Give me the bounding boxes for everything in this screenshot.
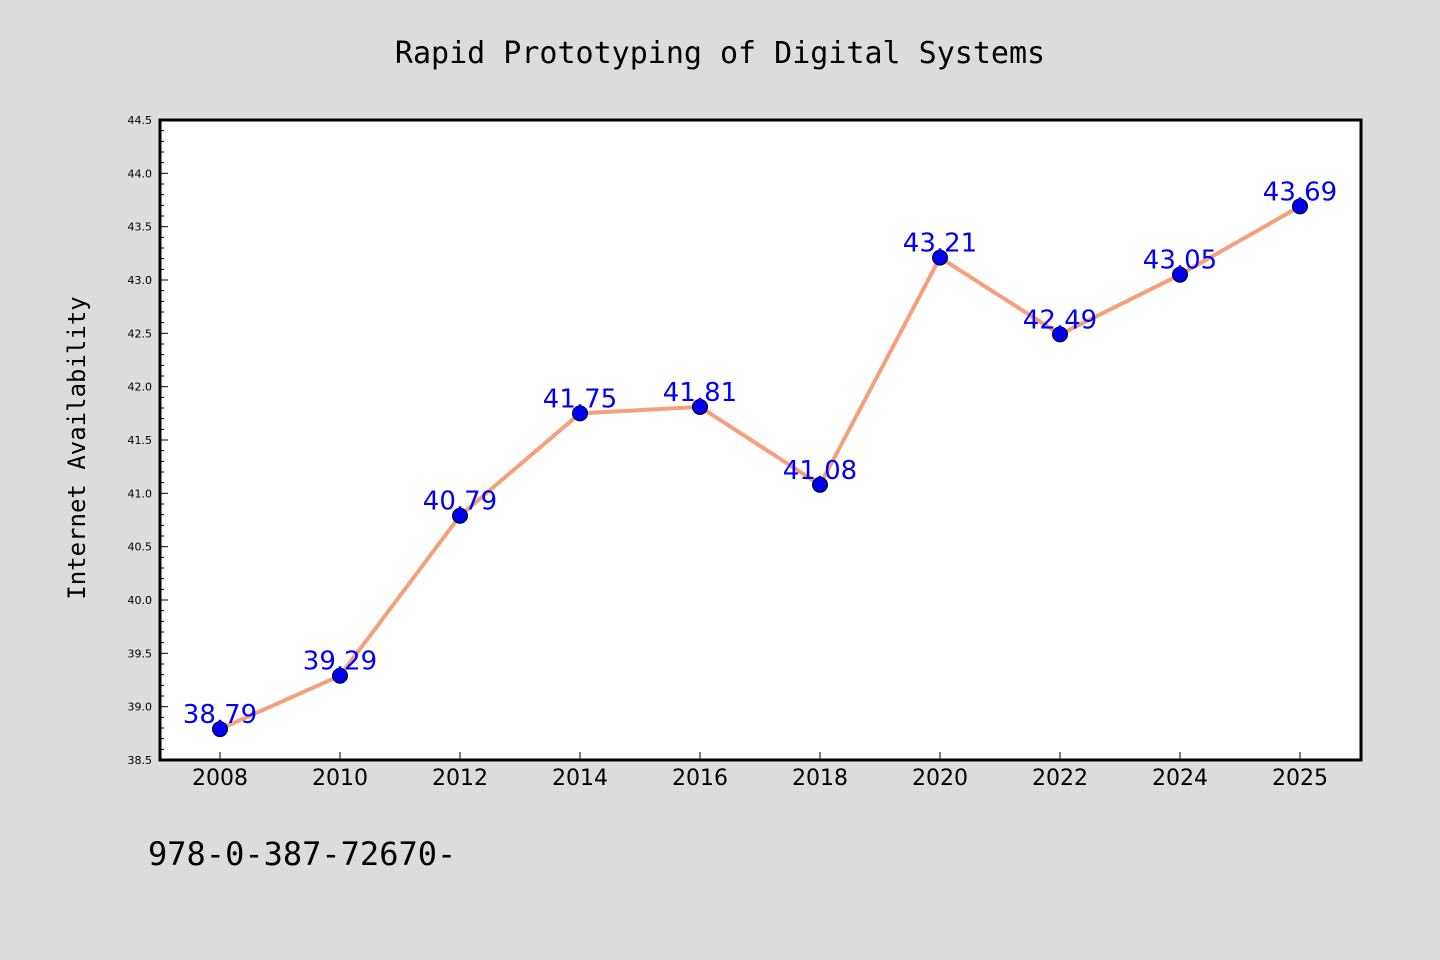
y-tick-label: 42.0 [128,381,153,394]
data-label: 41.81 [663,378,737,408]
y-tick-label: 44.0 [128,167,153,180]
y-tick-label: 42.5 [128,327,153,340]
footer-text: 978-0-387-72670- [148,835,456,873]
data-point [692,398,708,415]
data-label: 42.49 [1023,305,1097,335]
x-tick-label: 2016 [672,766,728,791]
x-axis-ticks: 2008 2010 2012 2014 2016 2018 2020 2022 2024 2025 [192,752,1328,791]
y-tick-label: 39.5 [128,647,153,660]
chart-title: Rapid Prototyping of Digital Systems [395,36,1045,71]
data-point [812,476,828,493]
y-tick-label: 44.5 [128,114,153,127]
data-point [1292,198,1308,215]
data-label: 40.79 [423,487,497,517]
data-markers [212,198,1308,738]
data-label: 38.79 [183,700,257,730]
data-label: 41.08 [783,456,857,486]
data-point [932,249,948,266]
data-point [572,405,588,422]
y-tick-label: 40.5 [128,541,153,554]
plot-frame [158,118,1363,762]
data-label: 43.21 [903,229,977,259]
y-tick-label: 43.5 [128,221,153,234]
y-tick-label: 40.0 [128,594,153,607]
x-tick-label: 2022 [1032,766,1088,791]
x-tick-label: 2020 [912,766,968,791]
x-tick-label: 2018 [792,766,848,791]
data-label: 43.05 [1143,246,1217,276]
y-tick-label: 41.0 [128,487,153,500]
y-axis-ticks: 38.5 39.0 39.5 40.0 40.5 41.0 41.5 42.0 42.5 43.0… [128,114,168,767]
x-tick-label: 2008 [192,766,248,791]
data-point [1172,266,1188,283]
plot-area [160,120,1361,760]
y-tick-label: 43.0 [128,274,153,287]
y-tick-label: 39.0 [128,701,153,714]
x-tick-label: 2024 [1152,766,1208,791]
data-label: 41.75 [543,384,617,414]
data-point [1052,326,1068,343]
series-line [218,204,1302,732]
data-point [332,667,348,684]
data-label: 39.29 [303,647,377,677]
y-tick-label: 38.5 [128,754,153,767]
x-tick-label: 2014 [552,766,608,791]
x-tick-label: 2010 [312,766,368,791]
x-tick-label: 2025 [1272,766,1328,791]
data-point [212,721,228,738]
data-label: 43.69 [1263,177,1337,207]
y-axis-label: Internet Availability [63,296,91,599]
x-tick-label: 2012 [432,766,488,791]
series-line-group [218,204,1302,732]
data-point [452,507,468,524]
y-tick-label: 41.5 [128,434,153,447]
data-labels: 38.79 39.29 40.79 41.75 41.81 41.08 43.21 42.49… [183,177,1337,730]
